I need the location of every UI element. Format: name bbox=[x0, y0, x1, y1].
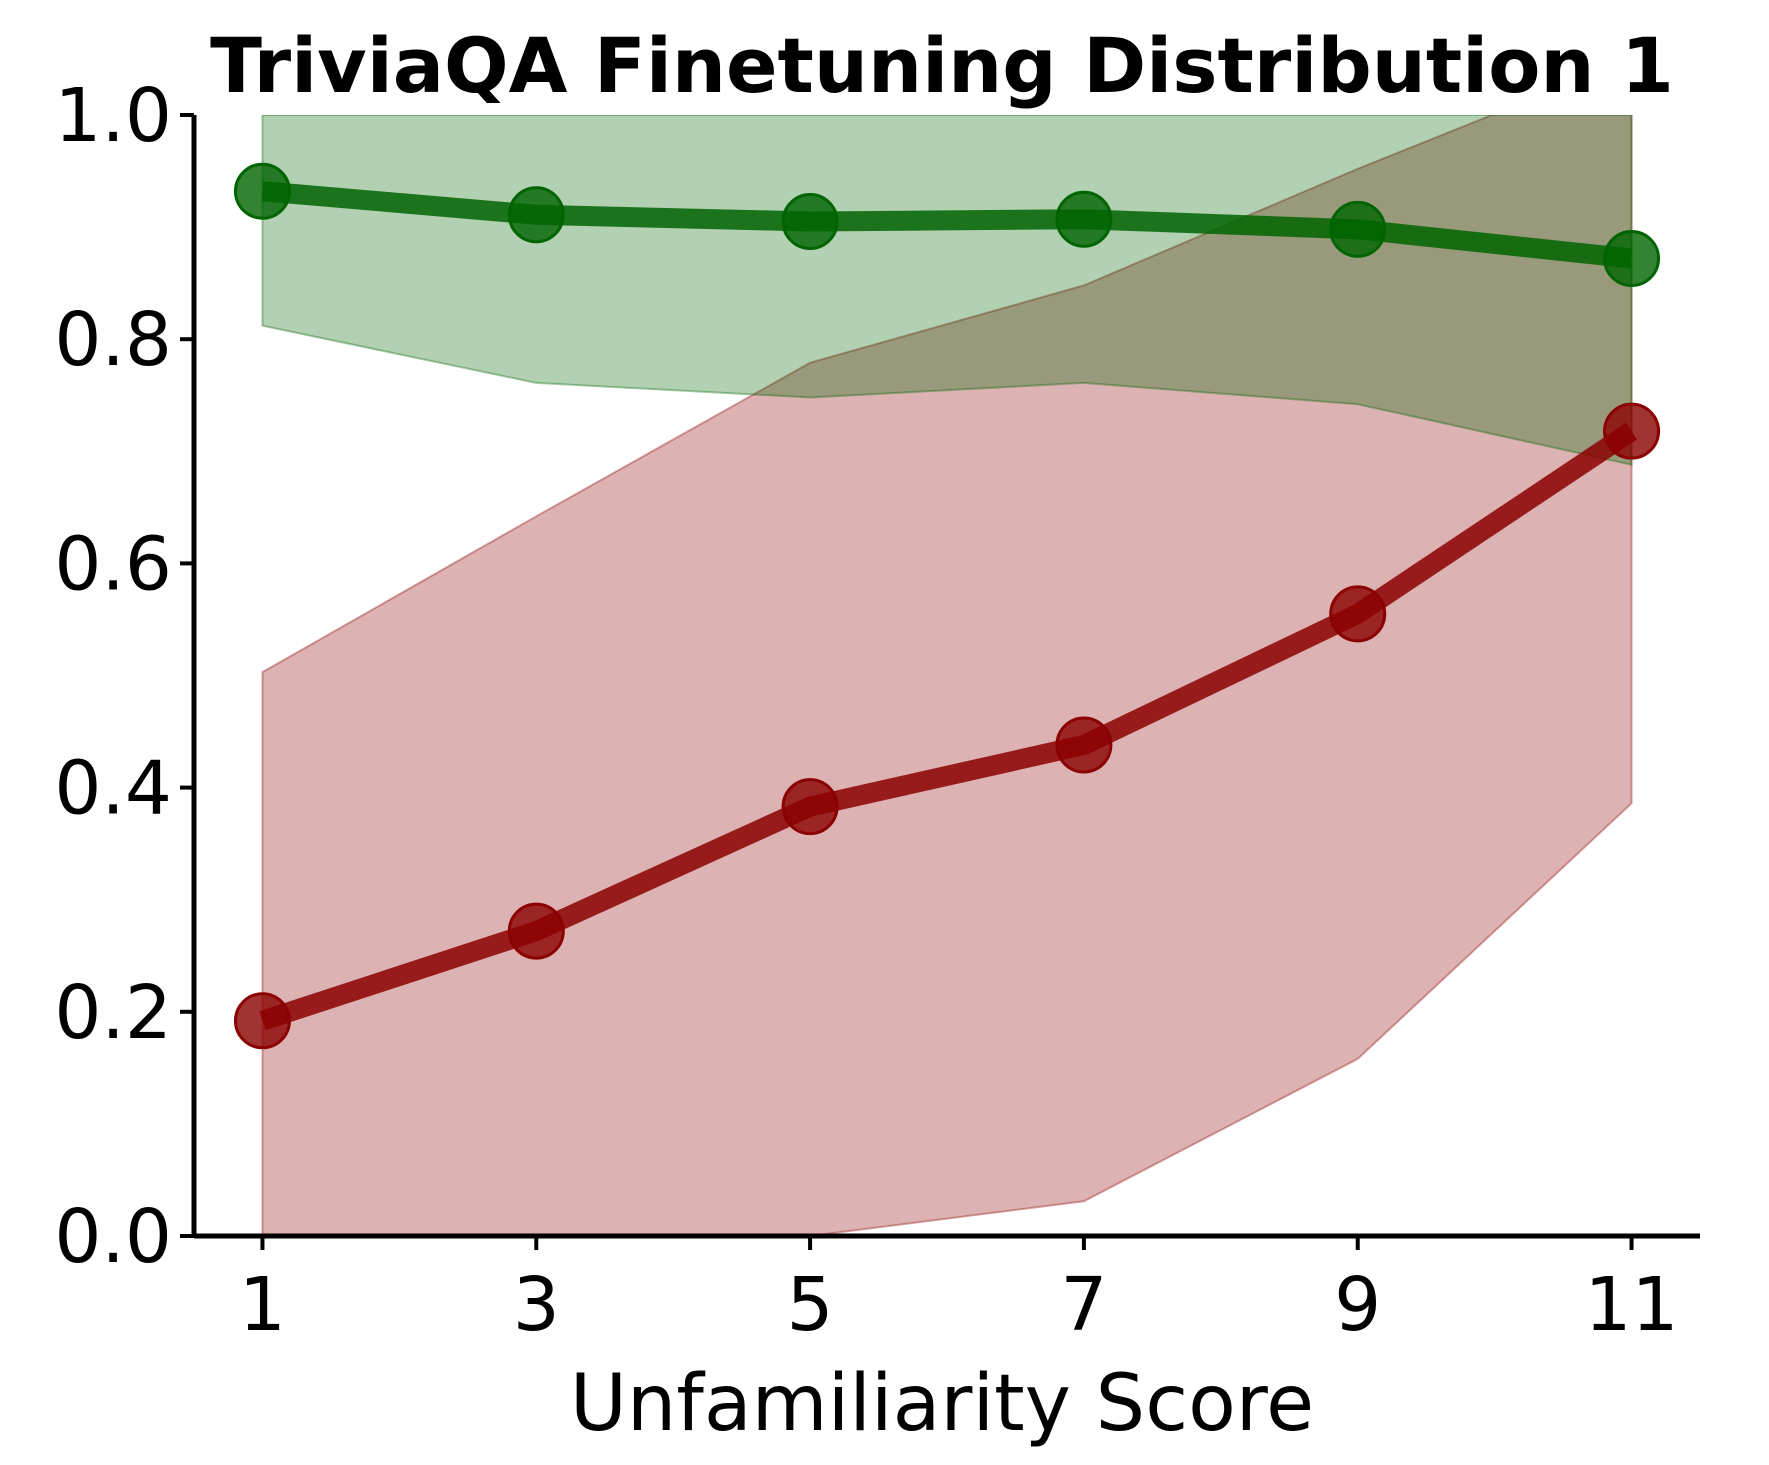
series-2-point bbox=[1603, 402, 1661, 460]
x-tick-label: 11 bbox=[1584, 1262, 1678, 1348]
x-tick-label: 1 bbox=[239, 1262, 286, 1348]
series-1-point bbox=[781, 192, 839, 250]
x-tick-label: 5 bbox=[787, 1262, 834, 1348]
series-1-point bbox=[1329, 200, 1387, 258]
series-1-band bbox=[261, 115, 1633, 466]
y-tick-label: 0.6 bbox=[54, 521, 172, 607]
series-1-line bbox=[261, 181, 1633, 269]
y-tick-label: 0.4 bbox=[54, 746, 172, 832]
y-tick-label: 0.2 bbox=[54, 970, 172, 1056]
x-tick-label: 9 bbox=[1334, 1262, 1381, 1348]
y-tick-label: 0.0 bbox=[54, 1194, 172, 1280]
confidence-bands bbox=[261, 115, 1633, 1236]
series-2-point bbox=[1055, 716, 1113, 774]
chart-title: TriviaQA Finetuning Distribution 1 bbox=[210, 21, 1674, 110]
y-tick-label: 1.0 bbox=[54, 73, 172, 159]
x-axis-label: Unfamiliarity Score bbox=[570, 1359, 1314, 1449]
series-2-band bbox=[261, 115, 1633, 1236]
series-1-point bbox=[1603, 229, 1661, 287]
y-tick-label: 0.8 bbox=[54, 297, 172, 383]
ticks: 1 3 5 7 9 11 0.0 0.2 0.4 0.6 0.8 1.0 bbox=[54, 73, 1678, 1348]
axes bbox=[191, 115, 1700, 1239]
series-1-point bbox=[507, 186, 565, 244]
series-2-line bbox=[259, 422, 1638, 1031]
series-2-point bbox=[233, 992, 291, 1050]
x-tick-label: 3 bbox=[513, 1262, 560, 1348]
series-markers bbox=[233, 162, 1661, 1050]
x-tick-label: 7 bbox=[1060, 1262, 1107, 1348]
series-2-point bbox=[781, 778, 839, 836]
series-2-point bbox=[507, 902, 565, 960]
series-lines bbox=[259, 181, 1638, 1031]
series-1-point bbox=[1055, 190, 1113, 248]
series-1-point bbox=[233, 162, 291, 220]
series-2-point bbox=[1329, 585, 1387, 643]
